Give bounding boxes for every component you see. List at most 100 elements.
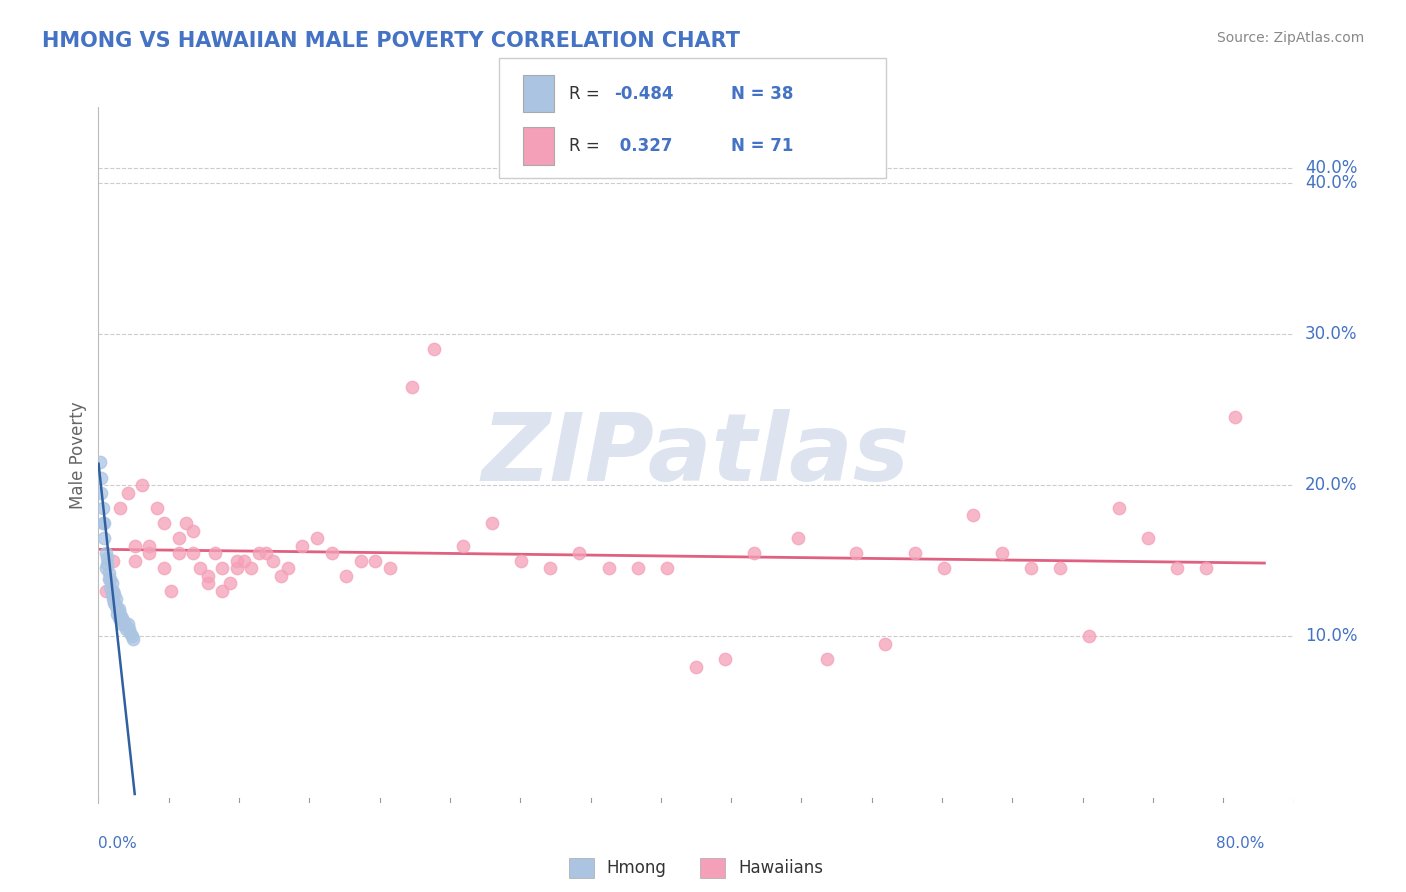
Point <box>100 587 122 601</box>
Point <box>100 576 122 591</box>
Point <box>262 554 284 568</box>
Point <box>1195 561 1218 575</box>
Point <box>1049 561 1071 575</box>
Point <box>270 569 292 583</box>
Text: 20.0%: 20.0% <box>1305 476 1358 494</box>
Point <box>903 546 925 560</box>
Point <box>1225 410 1247 425</box>
Point <box>90 485 112 500</box>
Point <box>305 531 328 545</box>
Point <box>335 569 357 583</box>
Point <box>114 617 136 632</box>
Point <box>240 561 263 575</box>
Point <box>451 539 474 553</box>
Point <box>104 591 127 606</box>
Point <box>225 554 247 568</box>
Point <box>108 611 131 625</box>
Text: 0.0%: 0.0% <box>98 836 138 851</box>
Text: 40.0%: 40.0% <box>1305 174 1358 192</box>
Point <box>105 602 128 616</box>
Point <box>364 554 387 568</box>
Point <box>121 629 143 643</box>
Point <box>101 584 124 599</box>
Point <box>181 546 204 560</box>
Point <box>145 500 167 515</box>
Point <box>233 554 256 568</box>
Text: 0.327: 0.327 <box>614 137 673 155</box>
Point <box>510 554 533 568</box>
Point <box>96 557 118 571</box>
Point <box>108 602 131 616</box>
Point <box>218 576 240 591</box>
Point <box>111 611 134 625</box>
Point <box>124 539 146 553</box>
Point <box>101 554 124 568</box>
Point <box>538 561 561 575</box>
Point <box>714 652 737 666</box>
Point <box>277 561 299 575</box>
Point <box>93 531 115 545</box>
Point <box>422 342 444 356</box>
Point <box>378 561 401 575</box>
Point <box>105 607 128 621</box>
Point <box>98 581 121 595</box>
Point <box>875 637 897 651</box>
Point <box>254 546 277 560</box>
Point <box>167 546 190 560</box>
Point <box>247 546 270 560</box>
Point <box>98 572 121 586</box>
Point <box>211 584 233 599</box>
Point <box>204 546 226 560</box>
Point <box>117 485 139 500</box>
Y-axis label: Male Poverty: Male Poverty <box>69 401 87 508</box>
Point <box>124 554 146 568</box>
Point <box>787 531 810 545</box>
Point <box>96 550 118 565</box>
Point <box>112 615 135 629</box>
Point <box>815 652 838 666</box>
Text: -0.484: -0.484 <box>614 85 673 103</box>
Point <box>401 380 423 394</box>
Point <box>197 576 219 591</box>
Point <box>197 569 219 583</box>
Point <box>350 554 373 568</box>
Point <box>655 561 678 575</box>
Point <box>117 617 139 632</box>
Point <box>225 561 247 575</box>
Point <box>1078 629 1101 643</box>
Text: 80.0%: 80.0% <box>1216 836 1264 851</box>
Point <box>91 516 114 530</box>
Point <box>111 617 134 632</box>
Point <box>991 546 1014 560</box>
Point <box>122 632 145 647</box>
Point <box>97 572 120 586</box>
Point <box>94 546 117 560</box>
Point <box>568 546 591 560</box>
Point <box>1108 500 1130 515</box>
Point <box>174 516 197 530</box>
Point <box>138 546 160 560</box>
Point <box>90 470 112 484</box>
Text: N = 71: N = 71 <box>731 137 793 155</box>
Point <box>291 539 314 553</box>
Point <box>103 596 125 610</box>
Text: 10.0%: 10.0% <box>1305 627 1358 646</box>
Text: 30.0%: 30.0% <box>1305 325 1358 343</box>
Text: R =: R = <box>569 137 606 155</box>
Point <box>97 566 120 580</box>
Point <box>110 607 132 621</box>
Point <box>627 561 650 575</box>
Point <box>1136 531 1159 545</box>
Point <box>932 561 955 575</box>
Point <box>115 622 138 636</box>
Legend: Hmong, Hawaiians: Hmong, Hawaiians <box>568 857 824 878</box>
Point <box>91 500 114 515</box>
Point <box>211 561 233 575</box>
Point <box>104 599 127 614</box>
Point <box>153 561 176 575</box>
Point <box>481 516 503 530</box>
Point <box>120 626 142 640</box>
Point <box>153 516 176 530</box>
Point <box>101 591 124 606</box>
Point <box>190 561 212 575</box>
